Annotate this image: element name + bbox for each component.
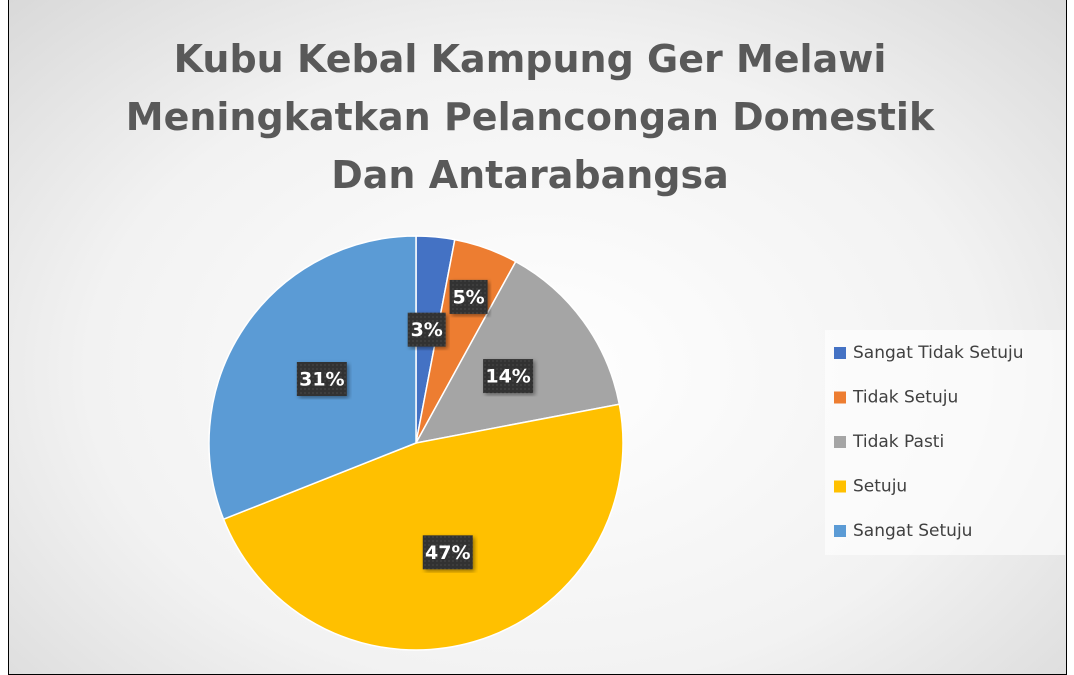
chart-title: Kubu Kebal Kampung Ger Melawi Meningkatk… [125, 37, 935, 197]
data-label-box [422, 535, 473, 570]
legend-box [825, 330, 1065, 555]
data-label: 14% [485, 366, 530, 388]
legend-label: Sangat Tidak Setuju [853, 343, 1024, 363]
legend-swatch [834, 525, 846, 537]
pie-slice [414, 260, 621, 445]
legend-swatch [834, 391, 846, 404]
data-label-box [407, 312, 446, 347]
legend-swatch [834, 347, 846, 359]
data-label-box [449, 279, 488, 314]
legend-swatch [834, 480, 846, 493]
legend-label: Tidak Pasti [852, 432, 944, 452]
legend-label: Tidak Setuju [852, 388, 958, 408]
data-label: 5% [452, 286, 484, 308]
data-label: 31% [299, 369, 344, 391]
data-label: 47% [425, 542, 470, 564]
legend-swatch [834, 436, 846, 448]
data-label-box [483, 359, 534, 394]
data-label: 3% [411, 319, 443, 341]
legend-label: Sangat Setuju [853, 521, 972, 541]
pie-slice [222, 403, 624, 651]
data-label-box [296, 362, 347, 397]
legend-label: Setuju [853, 477, 907, 497]
